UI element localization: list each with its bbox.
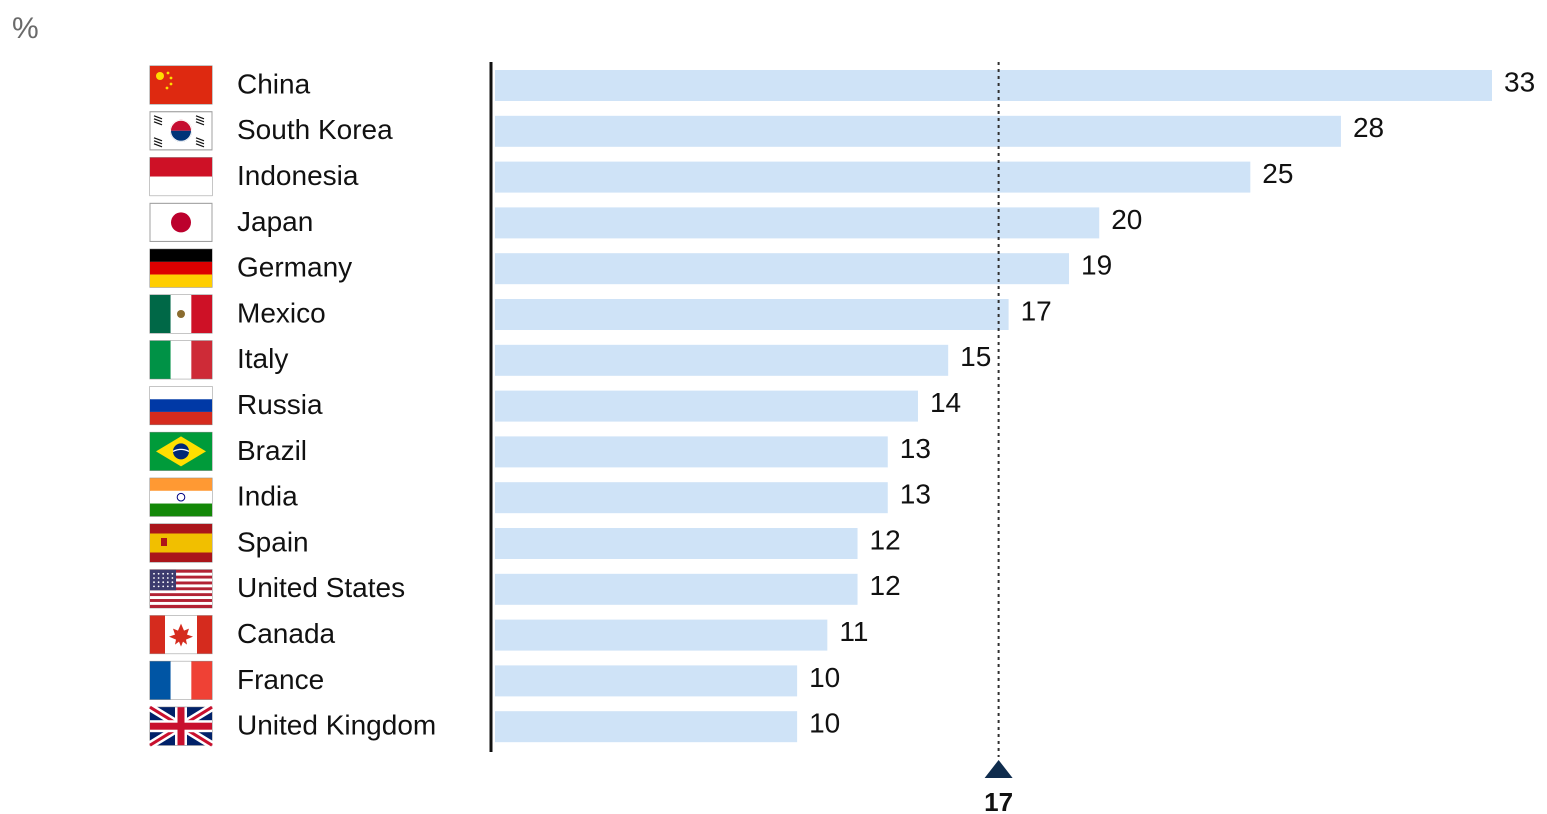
france-flag-icon [149,660,213,700]
category-label: France [237,664,324,695]
average-label: 17 [984,787,1013,814]
bar-mexico [495,299,1009,330]
average-marker-icon [984,760,1013,778]
mexico-flag-icon [149,294,213,334]
bar-row: Brazil 13 [149,431,931,471]
value-label: 12 [870,570,901,601]
value-label: 10 [809,708,840,739]
bar-canada [495,619,828,651]
bar-row: India 13 [149,477,931,517]
bar-spain [495,528,858,559]
value-label: 13 [900,433,931,464]
bar-italy [495,344,949,376]
bar-united-states [495,573,858,605]
germany-flag-icon [149,248,213,288]
bar-india [495,482,888,514]
value-label: 17 [1021,295,1052,326]
bar-brazil [495,436,888,468]
united-kingdom-flag-icon [147,703,215,749]
category-label: Germany [237,252,352,283]
italy-flag-icon [149,340,213,380]
category-label: Japan [237,206,313,237]
bar-row: Russia 14 [149,386,961,426]
value-label: 28 [1353,112,1384,143]
canada-flag-icon [149,615,213,655]
value-label: 11 [839,616,868,647]
china-flag-icon [149,65,213,105]
bar-row: Germany 19 [149,248,1112,288]
bar-russia [495,390,918,422]
bar-row: China 33 [149,65,1535,105]
value-label: 20 [1111,204,1142,235]
category-label: Russia [237,389,323,420]
bar-row: United States 12 [149,569,901,609]
bar-china [495,70,1492,101]
value-label: 33 [1504,66,1535,97]
value-label: 10 [809,662,840,693]
value-label: 13 [900,479,931,510]
value-label: 15 [960,341,991,372]
russia-flag-icon [149,386,213,426]
united-states-flag-icon [149,569,213,609]
japan-flag-icon [149,202,213,242]
bar-indonesia [495,161,1251,193]
bar-row: Canada 11 [149,615,868,655]
bar-south-korea [495,115,1341,147]
bar-united-kingdom [495,711,798,743]
category-label: Spain [237,526,309,557]
category-label: Mexico [237,297,326,328]
category-label: Canada [237,618,336,649]
bar-japan [495,207,1100,239]
category-label: India [237,481,298,512]
category-label: Brazil [237,435,307,466]
category-label: Italy [237,343,288,374]
bar-germany [495,253,1070,285]
category-label: United States [237,572,405,603]
value-label: 14 [930,387,961,418]
value-label: 12 [870,524,901,555]
unit-label: % [12,12,39,45]
value-label: 19 [1081,250,1112,281]
bar-row: Italy 15 [149,340,991,380]
bar-row: Japan 20 [149,202,1142,242]
spain-flag-icon [149,523,213,563]
south-korea-flag-icon [149,111,213,151]
category-label: China [237,68,311,99]
bar-row: South Korea 28 [149,111,1384,151]
category-label: Indonesia [237,160,359,191]
value-label: 25 [1262,158,1293,189]
indonesia-flag-icon [149,157,213,197]
bar-row: France 10 [149,660,840,700]
category-label: United Kingdom [237,710,436,741]
india-flag-icon [149,477,213,517]
bar-row: Mexico 17 [149,294,1052,334]
bar-row: United Kingdom 10 [147,703,840,749]
bar-row: Spain 12 [149,523,901,563]
category-label: South Korea [237,114,393,145]
bar-row: Indonesia 25 [149,157,1293,197]
bar-france [495,665,798,697]
brazil-flag-icon [149,431,213,471]
